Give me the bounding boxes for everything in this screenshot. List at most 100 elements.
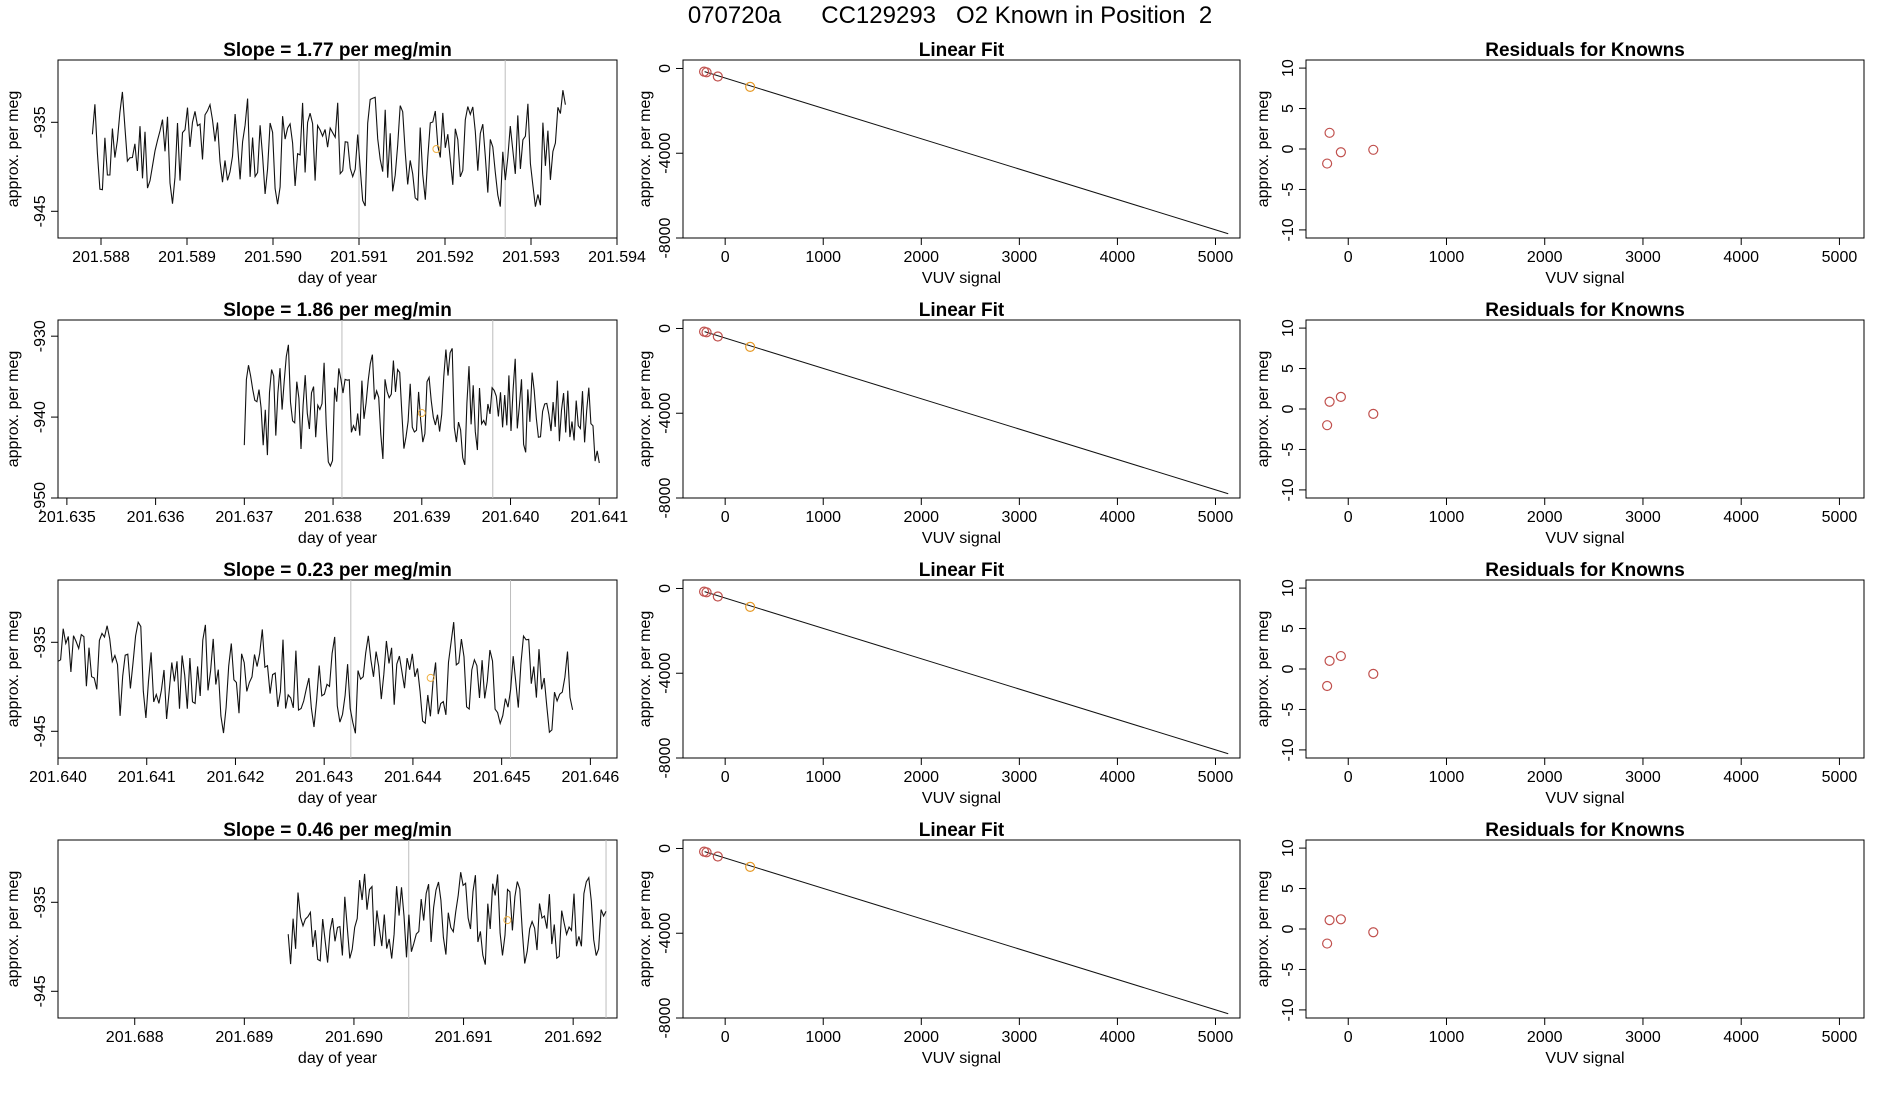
- lf1-ytick-1-label: -4000: [657, 133, 674, 174]
- rs4-ytick-0-label: -10: [1280, 998, 1297, 1021]
- rs2-ytick-3-label: 5: [1280, 364, 1297, 373]
- ts2-xlabel: day of year: [298, 530, 378, 547]
- lf1-point-3: [745, 81, 756, 93]
- lf2-xtick-4-label: 4000: [1100, 509, 1136, 526]
- rs1-ylabel: approx. per meg: [1255, 91, 1272, 208]
- rs1-point-2: [1335, 147, 1346, 158]
- ts4-xtick-0-label: 201.688: [106, 1029, 164, 1046]
- lf4-ytick-0-label: 0: [657, 844, 674, 853]
- rs3-xlabel: VUV signal: [1545, 790, 1624, 807]
- lf3-xtick-4-label: 4000: [1100, 769, 1136, 786]
- ts3-xtick-5-label: 201.645: [473, 769, 531, 786]
- lf4-ytick-2-label: -8000: [657, 997, 674, 1038]
- rs3-xtick-2-label: 2000: [1527, 769, 1563, 786]
- rs1-ytick-2-label: 0: [1280, 144, 1297, 153]
- ts3-series-line: [57, 620, 574, 734]
- ts1-ytick-0-label: -945: [32, 195, 49, 227]
- ts2-ylabel: approx. per meg: [5, 351, 22, 468]
- rs1-ytick-3-label: 5: [1280, 104, 1297, 113]
- ts4-xlabel: day of year: [298, 1050, 378, 1067]
- rs4-ylabel: approx. per meg: [1255, 871, 1272, 988]
- rs4-point-2: [1335, 914, 1346, 925]
- lf2-xtick-0-label: 0: [721, 509, 730, 526]
- ts4-title: Slope = 0.46 per meg/min: [223, 820, 452, 841]
- rs3-xtick-1-label: 1000: [1429, 769, 1465, 786]
- rs1-xtick-4-label: 4000: [1723, 249, 1759, 266]
- lf4-xtick-5-label: 5000: [1198, 1029, 1234, 1046]
- ts1-xtick-3-label: 201.591: [330, 249, 388, 266]
- ts2-xtick-1-label: 201.636: [127, 509, 185, 526]
- rs2-point-1: [1324, 396, 1335, 407]
- rs2-xtick-1-label: 1000: [1429, 509, 1465, 526]
- lf3-xtick-5-label: 5000: [1198, 769, 1234, 786]
- ts3-ytick-1-label: -935: [32, 626, 49, 658]
- lf4-xtick-4-label: 4000: [1100, 1029, 1136, 1046]
- ts3-xtick-3-label: 201.643: [295, 769, 353, 786]
- ts1-frame: [57, 59, 618, 239]
- ts3-xtick-0-label: 201.640: [29, 769, 87, 786]
- rs1-xlabel: VUV signal: [1545, 270, 1624, 287]
- lf4-xtick-0-label: 0: [721, 1029, 730, 1046]
- lf3-ytick-1-label: -4000: [657, 653, 674, 694]
- ts3-ytick-0-label: -945: [32, 715, 49, 747]
- rs3-ytick-4-label: 10: [1280, 579, 1297, 597]
- rs4-point-1: [1324, 914, 1335, 926]
- ts3-frame: [57, 579, 618, 759]
- ts2-ytick-1-label: -940: [32, 401, 49, 433]
- lf3-xtick-0-label: 0: [721, 769, 730, 786]
- ts2-xtick-0-label: 201.635: [38, 509, 96, 526]
- lf1-ylabel: approx. per meg: [637, 91, 654, 208]
- rs3-frame: [1305, 579, 1865, 759]
- ts1-xtick-0-label: 201.588: [72, 249, 130, 266]
- lf1-ytick-0-label: 0: [657, 64, 674, 73]
- lf3-ylabel: approx. per meg: [637, 611, 654, 728]
- lf1-xtick-3-label: 3000: [1002, 249, 1038, 266]
- ts1-xtick-4-label: 201.592: [416, 249, 474, 266]
- ts3-mean-marker: [426, 673, 435, 682]
- ts1-mean-marker: [432, 145, 441, 153]
- rs1-ytick-0-label: -10: [1280, 218, 1297, 241]
- lf4-ytick-1-label: -4000: [657, 913, 674, 954]
- ts3-xtick-1-label: 201.641: [118, 769, 176, 786]
- rs1-ytick-4-label: 10: [1280, 59, 1297, 77]
- lf4-fit-line: [704, 851, 1229, 1015]
- ts1-xtick-2-label: 201.590: [244, 249, 302, 266]
- rs4-ytick-2-label: 0: [1280, 924, 1297, 933]
- rs2-xtick-5-label: 5000: [1822, 509, 1858, 526]
- rs3-xtick-4-label: 4000: [1723, 769, 1759, 786]
- lf2-point-3: [745, 341, 756, 353]
- lf3-point-3: [745, 601, 756, 613]
- ts2-xtick-2-label: 201.637: [215, 509, 273, 526]
- lf4-xtick-2-label: 2000: [903, 1029, 939, 1046]
- rs3-point-2: [1335, 650, 1346, 662]
- ts4-ylabel: approx. per meg: [5, 871, 22, 988]
- rs2-ylabel: approx. per meg: [1255, 351, 1272, 468]
- rs2-title: Residuals for Knowns: [1485, 300, 1685, 321]
- ts2-xtick-4-label: 201.639: [393, 509, 451, 526]
- lf2-xtick-2-label: 2000: [903, 509, 939, 526]
- ts1-xtick-5-label: 201.593: [502, 249, 560, 266]
- rs3-xtick-0-label: 0: [1344, 769, 1353, 786]
- rs1-point-0: [1322, 158, 1333, 169]
- rs4-xtick-5-label: 5000: [1822, 1029, 1858, 1046]
- rs1-point-1: [1324, 127, 1335, 138]
- rs4-xtick-4-label: 4000: [1723, 1029, 1759, 1046]
- rs1-xtick-2-label: 2000: [1527, 249, 1563, 266]
- ts2-mean-marker: [417, 409, 426, 418]
- lf4-point-2: [712, 851, 723, 862]
- lf2-xtick-5-label: 5000: [1198, 509, 1234, 526]
- lf2-title: Linear Fit: [919, 300, 1005, 321]
- ts2-ytick-2-label: -930: [32, 320, 49, 352]
- ts3-title: Slope = 0.23 per meg/min: [223, 560, 452, 581]
- rs3-ylabel: approx. per meg: [1255, 611, 1272, 728]
- rs3-point-3: [1368, 668, 1379, 679]
- rs3-ytick-3-label: 5: [1280, 624, 1297, 633]
- ts1-xtick-6-label: 201.594: [588, 249, 646, 266]
- ts1-ytick-1-label: -935: [32, 106, 49, 138]
- lf3-xtick-1-label: 1000: [805, 769, 841, 786]
- lf4-point-3: [745, 861, 756, 873]
- rs2-point-2: [1335, 391, 1346, 402]
- rs4-xlabel: VUV signal: [1545, 1050, 1624, 1067]
- lf2-ytick-2-label: -8000: [657, 477, 674, 518]
